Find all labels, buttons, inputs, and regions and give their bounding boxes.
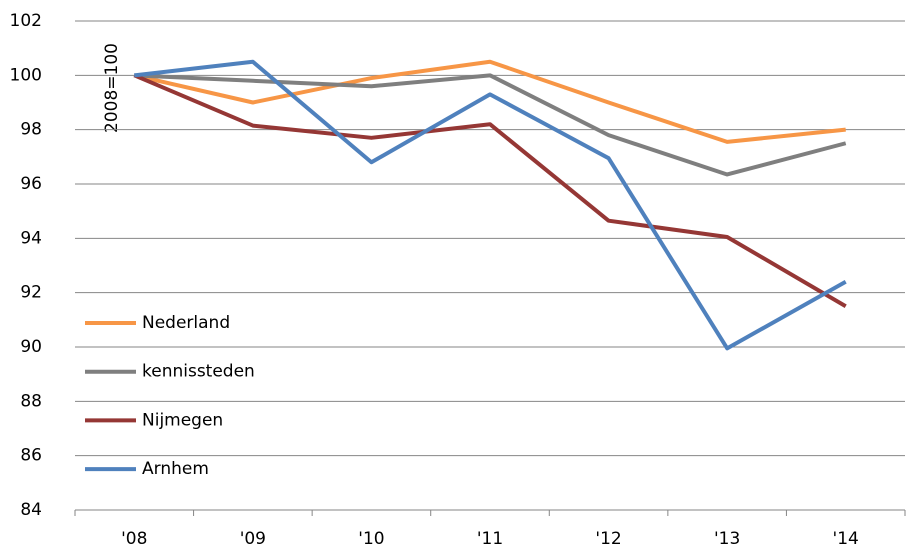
x-tick-label: '10 — [358, 529, 384, 549]
legend-label: Arnhem — [142, 459, 209, 479]
x-tick-label: '12 — [595, 529, 621, 549]
y-tick-label: 88 — [20, 391, 42, 411]
legend-label: kennissteden — [142, 362, 255, 382]
series-line — [134, 73, 847, 177]
x-tick-label: '14 — [833, 529, 859, 549]
x-tick-label: '08 — [121, 529, 147, 549]
y-tick-label: 84 — [20, 500, 42, 520]
y-tick-label: 102 — [10, 11, 42, 31]
y-tick-label: 96 — [20, 174, 42, 194]
series-line — [133, 59, 846, 144]
x-tick-label: '09 — [240, 529, 266, 549]
y-tick-label: 90 — [20, 337, 42, 357]
x-tick-label: '11 — [477, 529, 503, 549]
annotation: 2008=100 — [102, 43, 122, 133]
y-tick-label: 100 — [10, 65, 42, 85]
x-tick-label: '13 — [714, 529, 740, 549]
y-tick-label: 94 — [20, 228, 42, 248]
y-tick-label: 98 — [20, 120, 42, 140]
legend-label: Nijmegen — [142, 410, 223, 430]
series-line — [134, 59, 847, 351]
legend-label: Nederland — [142, 313, 230, 333]
y-tick-label: 92 — [20, 283, 42, 303]
series-line — [133, 73, 847, 308]
y-tick-label: 86 — [20, 446, 42, 466]
